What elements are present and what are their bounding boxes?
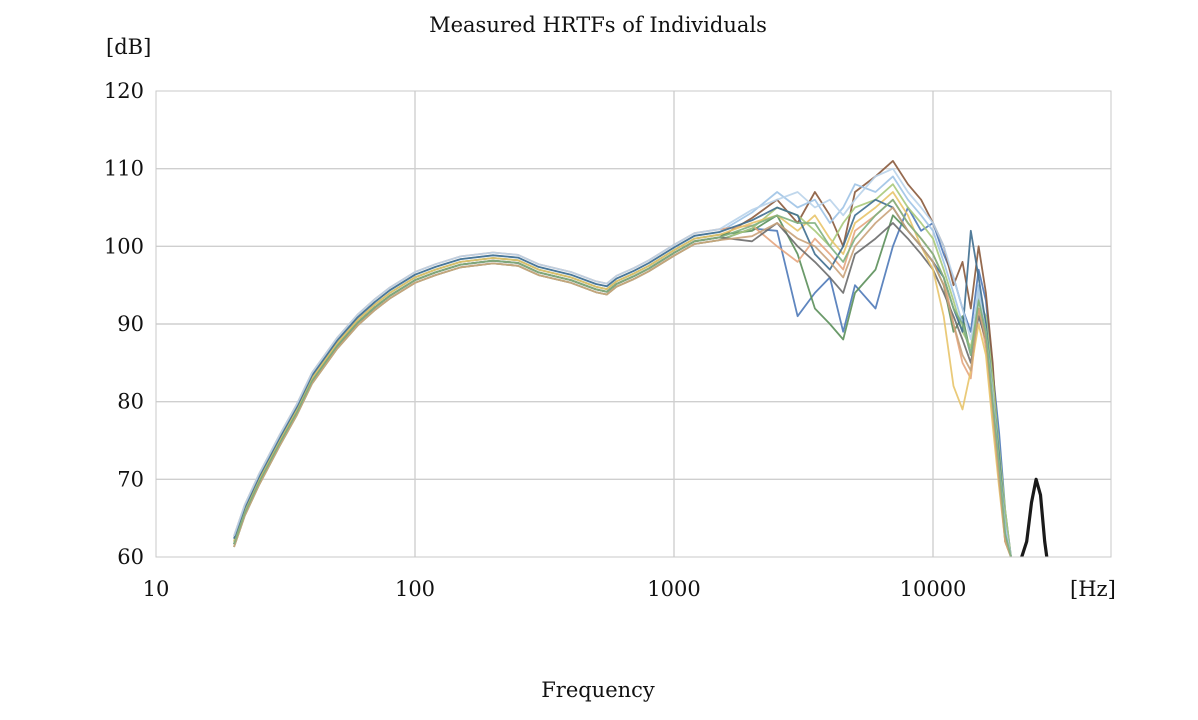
x-tick-label: 100 <box>395 577 435 601</box>
series-line <box>233 206 1012 558</box>
y-tick-label: 60 <box>117 545 144 569</box>
y-tick-label: 120 <box>104 79 144 103</box>
x-tick-label: 10 <box>143 577 170 601</box>
series-line-black <box>1020 477 1049 558</box>
series-line <box>233 167 1012 558</box>
series-line <box>233 198 1012 558</box>
x-axis-title: Frequency <box>541 678 655 702</box>
series-line <box>233 198 1012 558</box>
y-tick-label: 70 <box>117 467 144 491</box>
x-axis-unit-label: [Hz] <box>1070 577 1116 601</box>
series-line <box>233 214 1012 558</box>
series-lines <box>233 160 1049 558</box>
series-line <box>233 175 1012 558</box>
tick-labels: 60 70 80 90 100 110 120 10 100 1000 10000 <box>104 79 967 601</box>
series-line <box>233 206 1012 558</box>
series-line <box>233 198 1012 558</box>
grid-lines <box>156 91 1111 557</box>
series-line <box>233 191 1012 558</box>
plot-area-border <box>155 90 1112 558</box>
y-tick-label: 100 <box>104 234 144 258</box>
y-tick-label: 80 <box>117 390 144 414</box>
x-tick-label: 1000 <box>647 577 700 601</box>
x-tick-label: 10000 <box>900 577 967 601</box>
y-tick-label: 110 <box>104 157 144 181</box>
series-line <box>233 160 1012 558</box>
y-tick-label: 90 <box>117 312 144 336</box>
y-axis-unit-label: [dB] <box>106 35 151 59</box>
chart-title: Measured HRTFs of Individuals <box>429 13 767 37</box>
